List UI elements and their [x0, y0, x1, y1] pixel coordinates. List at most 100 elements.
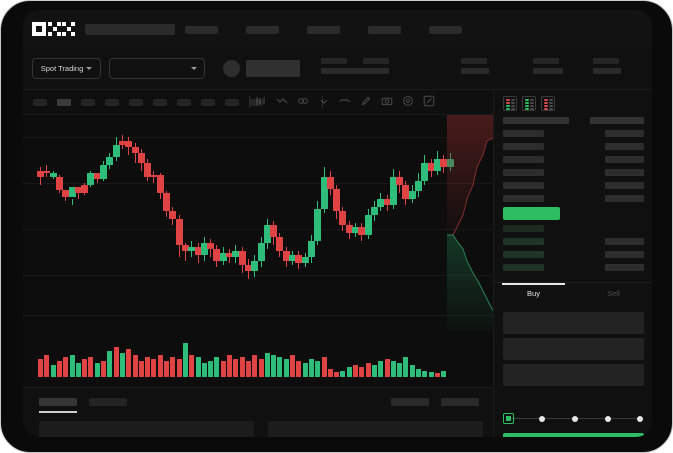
volume-bar — [252, 355, 258, 377]
volume-bar — [378, 361, 384, 377]
order-price-field[interactable] — [503, 312, 644, 334]
volume-bar — [69, 355, 75, 377]
orderbook[interactable] — [494, 117, 652, 279]
chart-tools — [255, 95, 435, 107]
okx-logo[interactable] — [32, 22, 75, 36]
interval-button-3[interactable] — [81, 99, 95, 106]
chevron-down-icon — [191, 67, 197, 70]
volume-bar — [422, 371, 428, 377]
camera-icon[interactable] — [381, 95, 393, 107]
tab-sell[interactable]: Sell — [607, 289, 620, 298]
orderbook-bid-price — [503, 251, 544, 258]
stepper-dot-2[interactable] — [539, 415, 545, 422]
volume-bar — [201, 363, 207, 377]
tab-buy[interactable]: Buy — [494, 283, 573, 298]
nav-item-3[interactable] — [307, 26, 340, 34]
volume-bar — [340, 371, 346, 377]
volume-bar — [277, 357, 283, 377]
candlestick-icon[interactable] — [255, 95, 267, 107]
nav-item-4[interactable] — [368, 26, 401, 34]
nav-item-1[interactable] — [185, 26, 218, 34]
orderbook-bids-icon[interactable] — [522, 96, 536, 111]
order-form — [503, 312, 644, 390]
logo-letter-x — [62, 22, 75, 36]
volume-bar — [145, 357, 151, 377]
interval-button-2[interactable] — [57, 99, 71, 106]
tab-order-history[interactable] — [89, 398, 127, 406]
tab-open-orders[interactable] — [39, 398, 77, 413]
interval-button-5[interactable] — [129, 99, 143, 106]
orders-action-2[interactable] — [441, 398, 479, 406]
orderbook-bid-price — [503, 238, 544, 245]
orderbook-bid-price — [503, 264, 544, 271]
pair-select[interactable] — [109, 58, 205, 79]
nav-item-5[interactable] — [429, 26, 462, 34]
spot-trading-select[interactable]: Spot Trading — [32, 58, 101, 79]
orderbook-both-icon[interactable] — [503, 96, 517, 111]
volume-bar — [101, 361, 106, 377]
order-amount-field[interactable] — [503, 338, 644, 360]
interval-button-7[interactable] — [177, 99, 191, 106]
orderbook-bid-amount — [605, 251, 644, 258]
market-stat — [461, 58, 489, 74]
pencil-icon[interactable] — [360, 95, 372, 107]
settings-icon[interactable] — [402, 95, 414, 107]
volume-bar — [353, 365, 358, 377]
orderbook-header-right — [590, 117, 644, 124]
market-bar: Spot Trading — [23, 48, 652, 90]
volume-bar — [113, 347, 119, 377]
nav-item-2[interactable] — [246, 26, 279, 34]
stat-label — [533, 58, 559, 64]
interval-button-1[interactable] — [33, 99, 47, 106]
orderbook-asks-icon[interactable] — [541, 96, 555, 111]
stat-value — [461, 68, 489, 74]
interval-button-10[interactable] — [249, 99, 263, 106]
logo-letter-k — [47, 22, 61, 36]
stepper-dot-4[interactable] — [605, 415, 611, 422]
volume-bar — [302, 363, 308, 377]
stat-label — [461, 58, 487, 64]
submit-order-button[interactable] — [503, 433, 644, 437]
screen: Spot Trading — [23, 10, 652, 437]
orderbook-ask-amount — [605, 195, 644, 202]
orders-cards — [39, 421, 483, 437]
stepper-handle[interactable] — [503, 413, 514, 424]
interval-button-4[interactable] — [105, 99, 119, 106]
volume-bar — [88, 357, 94, 377]
stat-label — [363, 58, 389, 64]
order-total-field[interactable] — [503, 364, 644, 386]
stat-value — [363, 68, 389, 74]
orders-card[interactable] — [39, 421, 254, 437]
stat-label — [321, 58, 347, 64]
order-panel: Buy Sell — [493, 90, 652, 437]
orderbook-ask-amount — [605, 143, 644, 150]
volume-bar — [138, 361, 144, 377]
orders-action-1[interactable] — [391, 398, 429, 406]
search-input[interactable] — [85, 24, 175, 35]
stepper-dot-3[interactable] — [572, 415, 578, 422]
volume-bar — [321, 357, 327, 377]
wave-icon[interactable] — [339, 95, 351, 107]
volume-bar — [107, 351, 113, 377]
fullscreen-icon[interactable] — [423, 95, 435, 107]
gridline — [23, 229, 493, 230]
volume-bar — [371, 365, 377, 377]
interval-button-6[interactable] — [153, 99, 167, 106]
stepper-dot-5[interactable] — [637, 415, 643, 422]
orders-actions — [391, 398, 479, 406]
orders-card[interactable] — [268, 421, 483, 437]
chevron-down-icon[interactable] — [318, 95, 330, 107]
price-chart[interactable] — [23, 115, 493, 387]
amount-stepper[interactable] — [503, 413, 644, 424]
volume-bar — [176, 359, 182, 377]
stat-value — [593, 68, 621, 74]
line-chart-icon[interactable] — [276, 95, 288, 107]
volume-series — [23, 327, 493, 385]
stat-value — [533, 68, 563, 74]
indicators-icon[interactable] — [297, 95, 309, 107]
orderbook-spread — [503, 207, 560, 220]
volume-bar — [233, 359, 239, 377]
interval-button-9[interactable] — [225, 99, 239, 106]
volume-bar — [359, 367, 365, 377]
interval-button-8[interactable] — [201, 99, 215, 106]
